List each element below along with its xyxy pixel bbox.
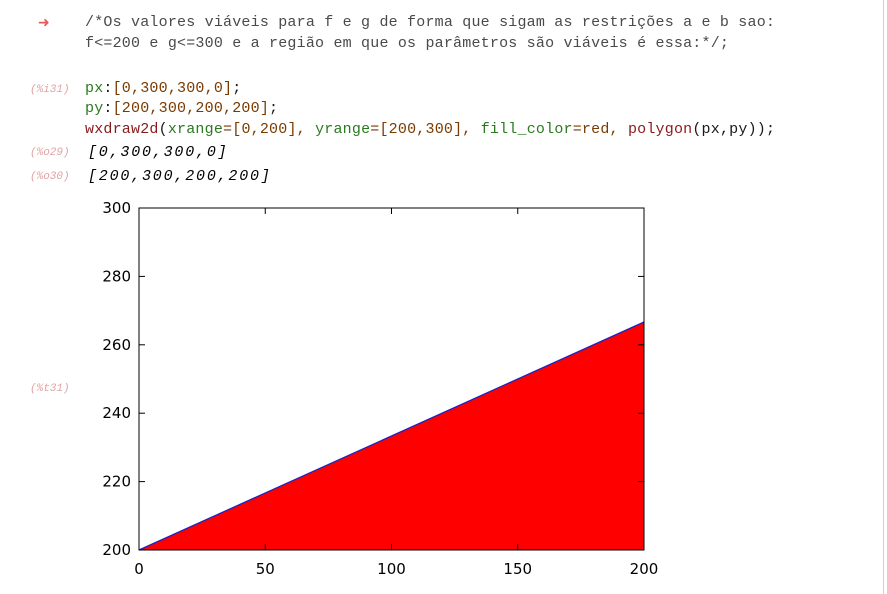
code-var-px: px — [85, 80, 104, 97]
y-tick-label: 300 — [102, 199, 131, 217]
code-val-yrange: =[200,300], — [370, 121, 481, 138]
code-fn-wxdraw2d: wxdraw2d — [85, 121, 159, 138]
y-tick-label: 220 — [102, 473, 131, 491]
code-arg-yrange: yrange — [315, 121, 371, 138]
cell-arrow-icon[interactable]: ➜ — [38, 15, 50, 31]
code-paren-close: ); — [756, 121, 776, 138]
code-paren-open: ( — [158, 121, 168, 138]
code-value-px: [0,300,300,0] — [112, 80, 233, 97]
x-tick-label: 150 — [503, 560, 532, 578]
output-value-o30[interactable]: [200,300,200,200] — [88, 168, 272, 185]
y-axis: 200 220 240 260 280 300 — [102, 199, 644, 559]
code-colon: : — [103, 100, 113, 117]
x-axis: 0 50 100 150 200 — [134, 208, 658, 578]
y-tick-label: 200 — [102, 541, 131, 559]
code-val-fill-color: =red, — [572, 121, 628, 138]
y-tick-label: 260 — [102, 336, 131, 354]
code-value-py: [200,300,200,200] — [112, 100, 270, 117]
comment-line-1[interactable]: /*Os valores viáveis para f e g de forma… — [85, 14, 776, 31]
x-tick-label: 0 — [134, 560, 144, 578]
code-val-xrange: =[0,200], — [223, 121, 316, 138]
feasible-region-edge — [138, 321, 645, 551]
code-end: ; — [232, 80, 242, 97]
document-border — [883, 0, 884, 594]
output-value-o29[interactable]: [0,300,300,0] — [88, 144, 229, 161]
code-arg-xrange: xrange — [167, 121, 224, 138]
code-var-py: py — [85, 100, 104, 117]
code-line-3[interactable]: wxdraw2d(xrange=[0,200], yrange=[200,300… — [85, 121, 775, 138]
code-line-2[interactable]: py:[200,300,200,200]; — [85, 100, 278, 117]
code-colon: : — [103, 80, 113, 97]
x-tick-label: 100 — [377, 560, 406, 578]
code-end: ; — [269, 100, 279, 117]
code-fn-polygon: polygon — [627, 121, 693, 138]
y-tick-label: 240 — [102, 404, 131, 422]
output-label-o30: (%o30) — [30, 171, 70, 183]
x-tick-label: 200 — [630, 560, 659, 578]
plot-label-t31: (%t31) — [30, 383, 70, 395]
code-line-1[interactable]: px:[0,300,300,0]; — [85, 80, 241, 97]
x-tick-label: 50 — [256, 560, 275, 578]
y-tick-label: 280 — [102, 267, 131, 285]
code-polygon-args: (px,py) — [692, 121, 757, 138]
code-arg-fill-color: fill_color — [480, 121, 573, 138]
comment-line-2[interactable]: f<=200 e g<=300 e a região em que os par… — [85, 35, 730, 52]
input-label: (%i31) — [30, 84, 70, 96]
output-label-o29: (%o29) — [30, 147, 70, 159]
